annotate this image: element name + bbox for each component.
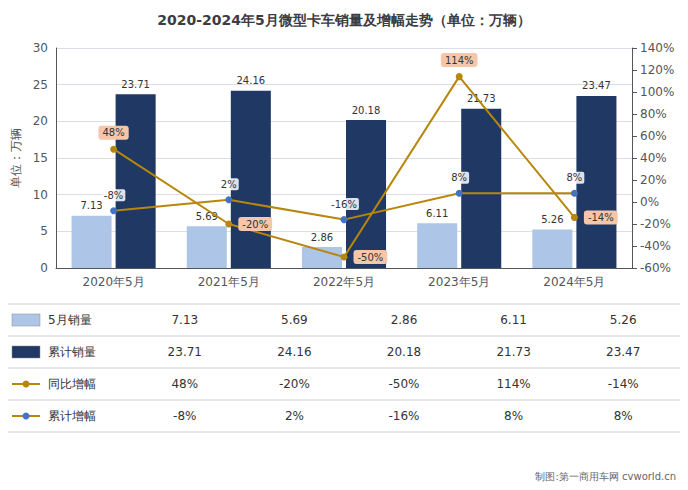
svg-text:21.73: 21.73	[466, 93, 496, 105]
svg-text:-16%: -16%	[331, 199, 357, 210]
svg-text:累计增幅: 累计增幅	[48, 409, 96, 423]
svg-text:5.69: 5.69	[196, 211, 218, 222]
svg-text:24.16: 24.16	[277, 345, 311, 359]
svg-text:0: 0	[40, 261, 48, 275]
svg-text:5.69: 5.69	[281, 313, 308, 327]
svg-text:140%: 140%	[640, 41, 674, 55]
svg-text:2024年5月: 2024年5月	[543, 275, 605, 289]
svg-text:20: 20	[33, 114, 48, 128]
svg-text:-50%: -50%	[358, 252, 384, 263]
svg-text:24.16: 24.16	[237, 75, 266, 86]
svg-text:20%: 20%	[640, 173, 667, 187]
svg-text:80%: 80%	[640, 107, 667, 121]
svg-text:10: 10	[33, 188, 48, 202]
svg-text:114%: 114%	[445, 55, 474, 66]
svg-text:2020-2024年5月微型卡车销量及增幅走势（单位：万辆）: 2020-2024年5月微型卡车销量及增幅走势（单位：万辆）	[157, 12, 530, 28]
svg-text:-14%: -14%	[608, 377, 639, 391]
svg-text:5月销量: 5月销量	[48, 313, 92, 327]
svg-text:同比增幅: 同比增幅	[48, 377, 96, 391]
svg-text:6.11: 6.11	[500, 313, 527, 327]
svg-text:30: 30	[33, 41, 48, 55]
svg-text:制图:第一商用车网 cvworld.cn: 制图:第一商用车网 cvworld.cn	[535, 471, 676, 482]
svg-text:48%: 48%	[171, 377, 198, 391]
svg-text:48%: 48%	[102, 127, 124, 138]
svg-text:单位：万辆: 单位：万辆	[9, 128, 23, 188]
svg-text:2.86: 2.86	[391, 313, 418, 327]
svg-text:6.11: 6.11	[426, 208, 448, 219]
svg-text:-20%: -20%	[279, 377, 310, 391]
svg-text:20.18: 20.18	[352, 105, 381, 116]
svg-text:-8%: -8%	[173, 409, 196, 423]
svg-text:23.71: 23.71	[168, 345, 202, 359]
svg-text:60%: 60%	[640, 129, 667, 143]
svg-text:7.13: 7.13	[171, 313, 198, 327]
svg-text:2%: 2%	[285, 409, 304, 423]
svg-text:2021年5月: 2021年5月	[198, 275, 260, 289]
svg-text:2.86: 2.86	[311, 232, 333, 243]
svg-text:2023年5月: 2023年5月	[428, 275, 490, 289]
svg-text:-40%: -40%	[640, 239, 671, 253]
svg-text:21.73: 21.73	[496, 345, 530, 359]
svg-text:25: 25	[33, 78, 48, 92]
svg-text:2022年5月: 2022年5月	[313, 275, 375, 289]
svg-text:20.18: 20.18	[387, 345, 421, 359]
svg-text:23.71: 23.71	[121, 79, 150, 90]
svg-text:2%: 2%	[221, 179, 237, 190]
svg-text:累计销量: 累计销量	[48, 345, 96, 359]
svg-text:114%: 114%	[496, 377, 530, 391]
svg-text:100%: 100%	[640, 85, 674, 99]
svg-text:-8%: -8%	[104, 190, 123, 201]
svg-text:-14%: -14%	[588, 212, 614, 223]
svg-text:-16%: -16%	[388, 409, 419, 423]
svg-text:23.47: 23.47	[606, 345, 640, 359]
svg-text:5.26: 5.26	[541, 214, 563, 225]
svg-text:2020年5月: 2020年5月	[83, 275, 145, 289]
svg-text:-20%: -20%	[640, 217, 671, 231]
svg-text:8%: 8%	[504, 409, 523, 423]
svg-text:-20%: -20%	[242, 219, 268, 230]
svg-text:23.47: 23.47	[582, 80, 611, 91]
svg-text:5.26: 5.26	[610, 313, 637, 327]
svg-text:-50%: -50%	[388, 377, 419, 391]
svg-text:40%: 40%	[640, 151, 667, 165]
svg-text:8%: 8%	[566, 172, 582, 183]
svg-text:-60%: -60%	[640, 261, 671, 275]
svg-text:15: 15	[33, 151, 48, 165]
svg-text:0%: 0%	[640, 195, 659, 209]
svg-text:8%: 8%	[614, 409, 633, 423]
svg-text:8%: 8%	[451, 172, 467, 183]
svg-text:120%: 120%	[640, 63, 674, 77]
svg-text:7.13: 7.13	[80, 200, 102, 211]
svg-text:5: 5	[40, 224, 48, 238]
